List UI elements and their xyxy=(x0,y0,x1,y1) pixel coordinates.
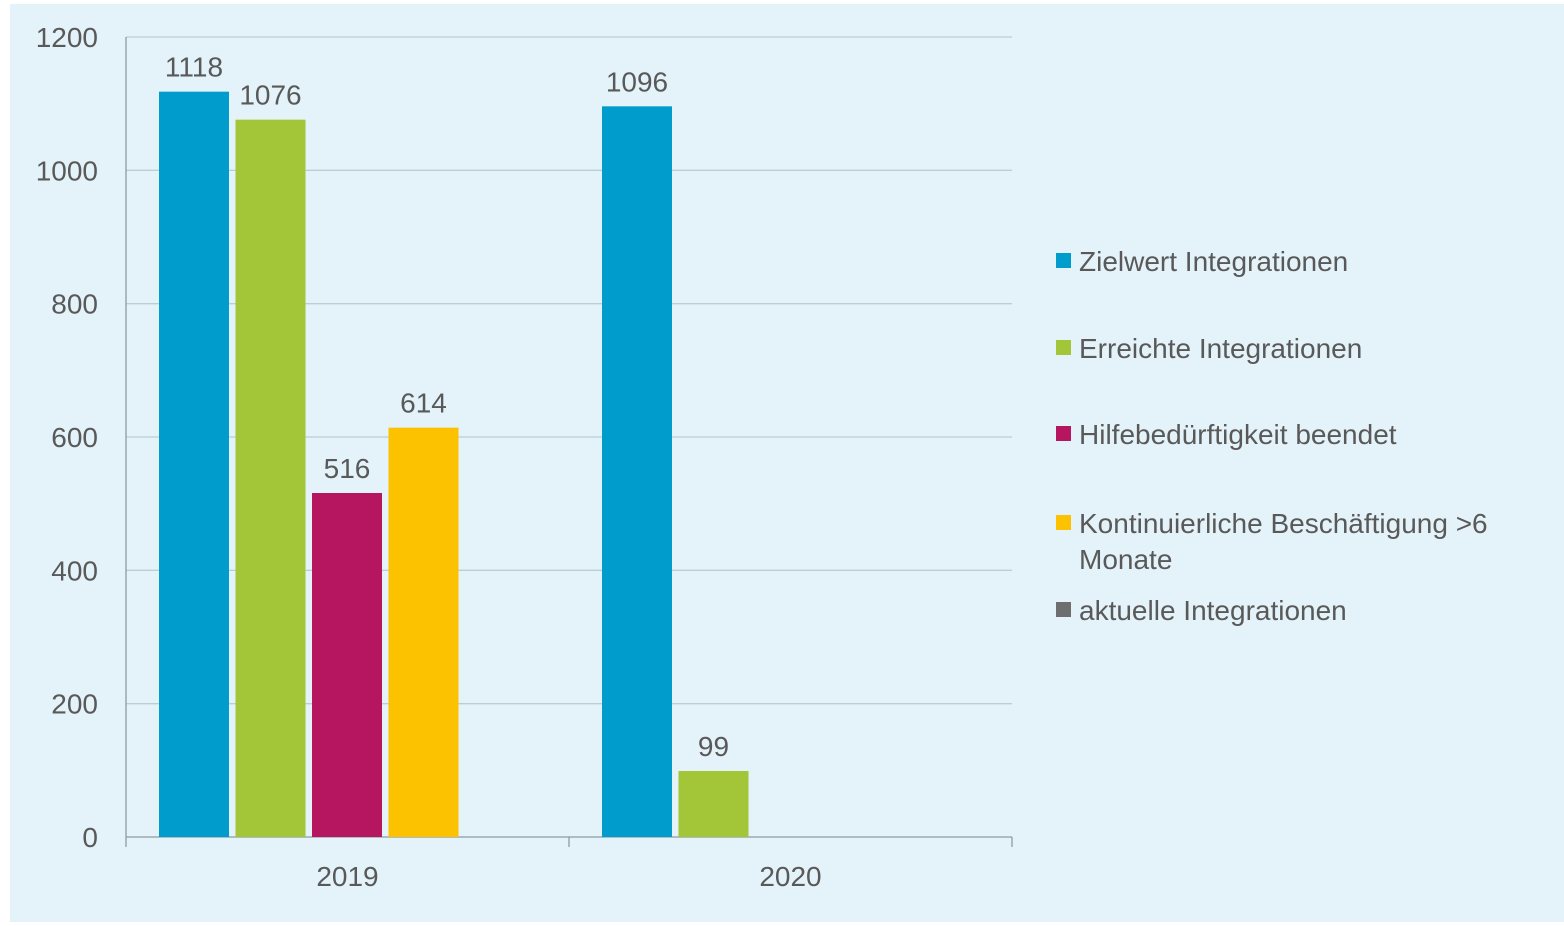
legend-label: Zielwert Integrationen xyxy=(1079,246,1349,277)
data-label: 1076 xyxy=(239,80,301,111)
legend-swatch xyxy=(1056,340,1071,355)
legend-item: Kontinuierliche Beschäftigung >6 Monate xyxy=(1056,506,1556,578)
y-tick-label: 800 xyxy=(51,289,98,320)
bar xyxy=(602,106,672,838)
data-label: 1096 xyxy=(606,66,668,97)
bar xyxy=(159,91,229,837)
x-tick-label: 2020 xyxy=(759,861,821,892)
legend-swatch xyxy=(1056,253,1071,268)
bar xyxy=(678,771,749,837)
y-tick-label: 600 xyxy=(51,422,98,453)
y-tick-label: 1200 xyxy=(36,22,98,53)
bar xyxy=(235,119,306,837)
data-label: 516 xyxy=(324,453,371,484)
data-label: 614 xyxy=(400,388,447,419)
legend-label: Erreichte Integrationen xyxy=(1079,333,1363,364)
data-label: 99 xyxy=(698,731,729,762)
legend-swatch xyxy=(1056,602,1071,617)
legend-swatch xyxy=(1056,426,1071,441)
legend-swatch xyxy=(1056,515,1071,530)
legend-label: Kontinuierliche Beschäftigung >6 Monate xyxy=(1079,508,1488,575)
legend-label: aktuelle Integrationen xyxy=(1079,595,1347,626)
bar xyxy=(388,427,459,837)
legend-item: Erreichte Integrationen xyxy=(1056,331,1556,367)
bar xyxy=(312,493,382,837)
x-tick-label: 2019 xyxy=(316,861,378,892)
y-tick-label: 1000 xyxy=(36,155,98,186)
y-tick-label: 400 xyxy=(51,555,98,586)
legend-label: Hilfebedürftigkeit beendet xyxy=(1079,419,1397,450)
legend-item: Zielwert Integrationen xyxy=(1056,244,1556,280)
y-tick-label: 200 xyxy=(51,689,98,720)
y-tick-label: 0 xyxy=(82,822,98,853)
data-label: 1118 xyxy=(165,52,223,83)
legend-item: aktuelle Integrationen xyxy=(1056,593,1556,629)
legend-item: Hilfebedürftigkeit beendet xyxy=(1056,417,1556,453)
